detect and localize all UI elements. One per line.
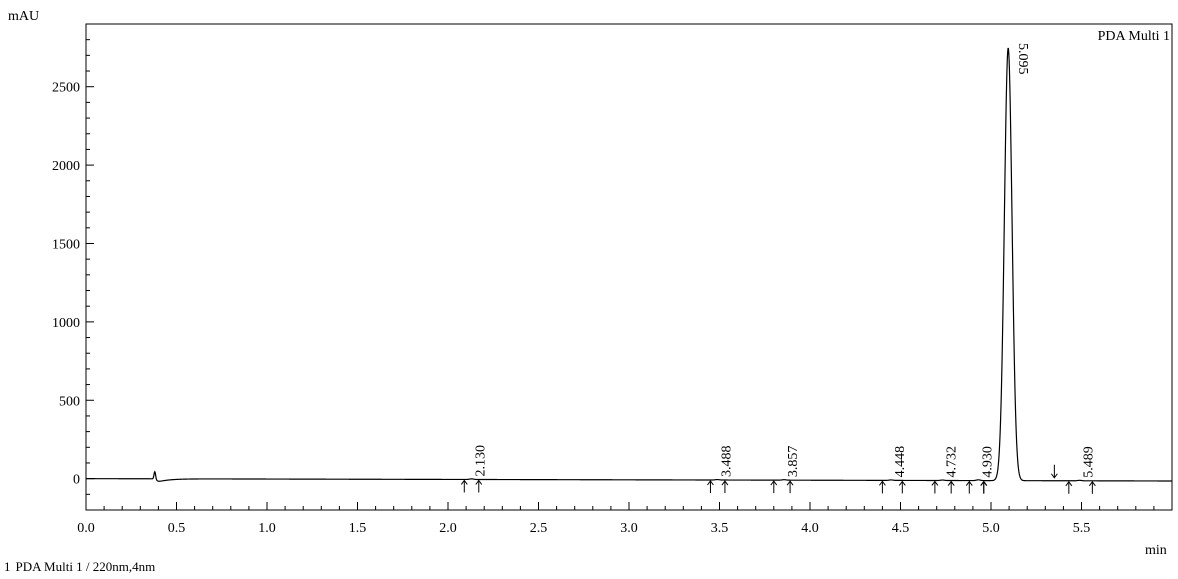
peak-start-marker xyxy=(965,480,973,494)
peak-start-marker xyxy=(931,480,939,494)
y-tick-label: 0 xyxy=(73,473,80,488)
x-tick-label: 0.5 xyxy=(168,521,186,536)
x-tick-label: 3.5 xyxy=(711,521,729,536)
x-tick-label: 4.5 xyxy=(892,521,910,536)
peak-start-marker xyxy=(770,480,778,494)
peak-end-marker xyxy=(1088,480,1096,494)
x-axis: 0.0 0.5 1.0 1.5 2.0 2.5 3.0 3.5 4.0 4.5 5.0 5.5 xyxy=(77,502,1173,536)
x-axis-label: min xyxy=(1145,543,1167,558)
marker-head xyxy=(475,479,483,485)
marker-head xyxy=(879,480,886,486)
x-tick-label: 1.0 xyxy=(258,521,276,536)
marker-head xyxy=(786,480,794,486)
peak-start-marker xyxy=(879,480,886,494)
marker-head xyxy=(1065,480,1073,487)
footer-caption: 1 PDA Multi 1 / 220nm,4nm xyxy=(4,559,160,575)
x-tick-label: 1.5 xyxy=(349,521,367,536)
peak-end-marker xyxy=(475,479,483,493)
y-tick-label: 1000 xyxy=(52,316,80,331)
x-tick-label: 5.0 xyxy=(982,521,1000,536)
peak-end-marker xyxy=(947,480,955,494)
peak-label: 4.732 xyxy=(944,446,959,478)
peak-label: 4.930 xyxy=(980,446,995,478)
y-tick-label: 2500 xyxy=(52,81,80,96)
y-axis: 0 500 1000 1500 2000 2500 xyxy=(52,39,94,495)
peak-label: 3.857 xyxy=(786,446,801,478)
peak-label: 4.448 xyxy=(893,446,908,478)
x-tick-label: 2.5 xyxy=(530,521,548,536)
x-tick-label: 4.0 xyxy=(801,521,819,536)
marker-head xyxy=(965,480,973,486)
peak-label: 2.130 xyxy=(474,445,489,477)
peak-start-marker xyxy=(707,480,714,493)
marker-head xyxy=(707,480,714,486)
x-tick-label: 3.0 xyxy=(620,521,638,536)
peak-end-marker xyxy=(1050,464,1058,479)
marker-head xyxy=(947,480,955,486)
channel-description: PDA Multi 1 / 220nm,4nm xyxy=(15,559,156,574)
y-tick-label: 500 xyxy=(59,394,80,409)
marker-head xyxy=(898,480,906,486)
peak-start-marker xyxy=(1065,480,1073,494)
x-tick-label: 2.0 xyxy=(439,521,457,536)
y-tick-label: 1500 xyxy=(52,237,80,252)
integration-markers xyxy=(460,464,1096,494)
marker-head xyxy=(721,480,729,486)
peak-label: 5.095 xyxy=(1015,43,1030,75)
y-tick-label: 2000 xyxy=(52,159,80,174)
chromatogram-trace xyxy=(86,47,1172,482)
peak-start-marker xyxy=(980,480,988,494)
channel-number: 1 xyxy=(4,559,11,574)
marker-head xyxy=(980,480,988,486)
marker-head xyxy=(460,479,468,485)
marker-head xyxy=(770,480,778,486)
marker-head xyxy=(1088,480,1096,487)
x-tick-label: 5.5 xyxy=(1073,521,1091,536)
peak-end-marker xyxy=(898,480,906,494)
peak-label: 5.489 xyxy=(1082,446,1097,478)
peak-labels: 2.130 3.488 3.857 4.448 4.732 4.930 5.095 5.489 xyxy=(474,43,1097,478)
peak-label: 3.488 xyxy=(719,446,734,478)
y-axis-label: mAU xyxy=(8,9,39,24)
marker-head xyxy=(931,480,939,486)
marker-head xyxy=(1050,473,1058,479)
plot-frame xyxy=(85,23,1173,511)
peak-end-marker xyxy=(721,480,729,494)
x-tick-label: 0.0 xyxy=(77,521,95,536)
chart-title: PDA Multi 1 xyxy=(1098,29,1170,44)
peak-start-marker xyxy=(460,479,468,493)
peak-end-marker xyxy=(786,480,794,494)
